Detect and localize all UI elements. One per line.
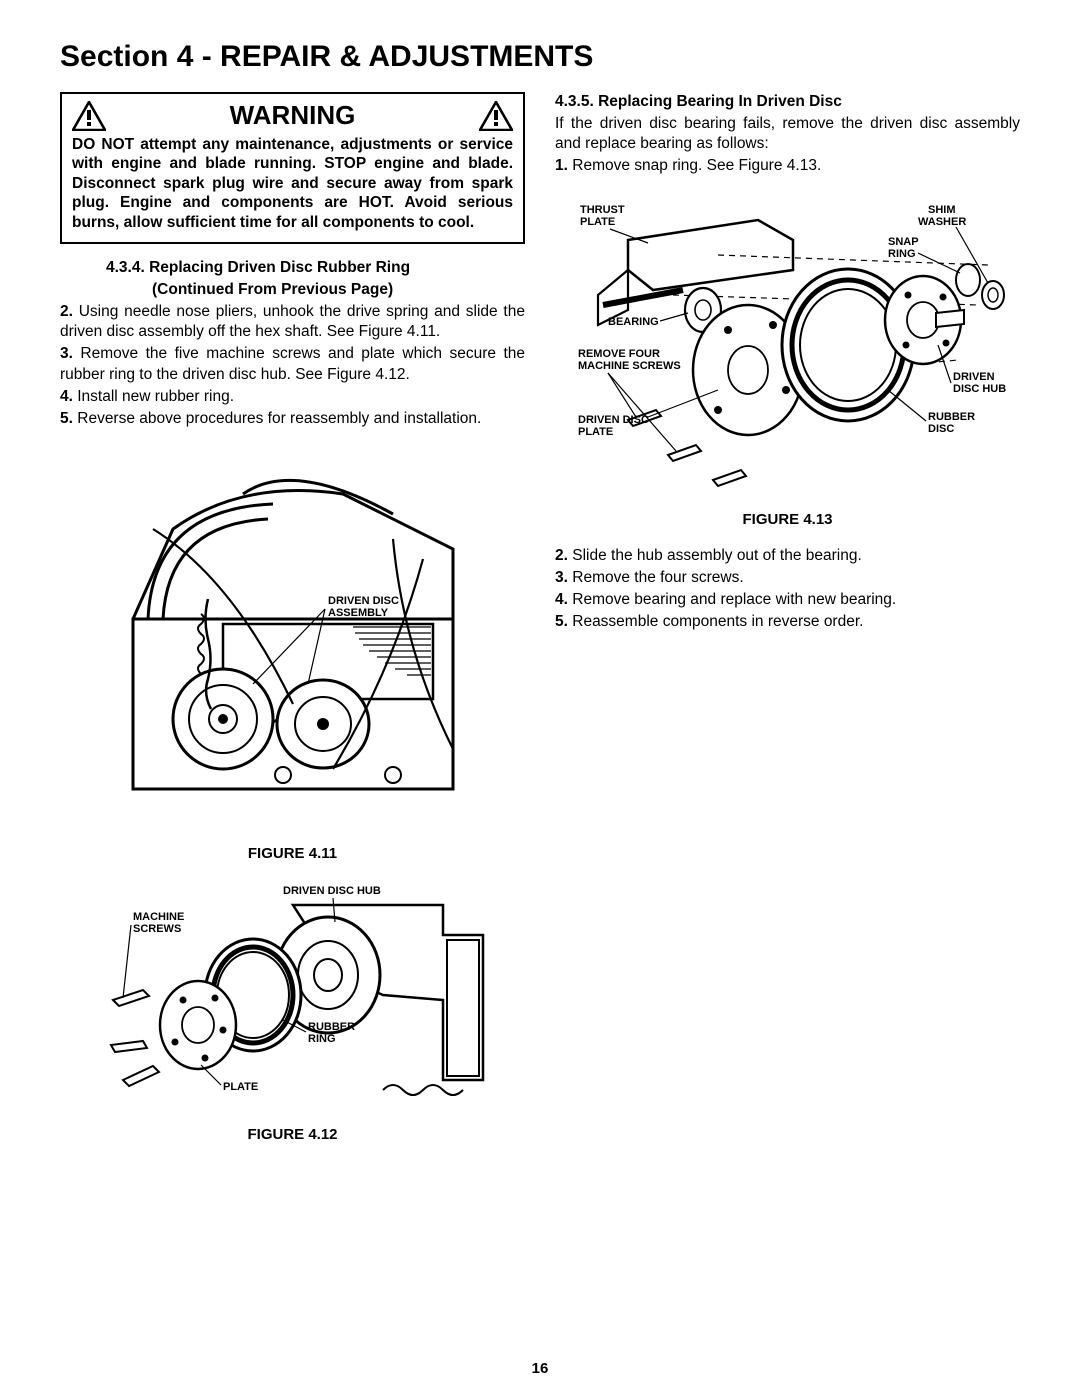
section-434-heading-line1: 4.3.4. Replacing Driven Disc Rubber Ring bbox=[60, 258, 525, 278]
fig413-label-shim-washer-1: SHIM bbox=[928, 204, 956, 216]
two-column-layout: WARNING DO NOT attempt any maintenance, … bbox=[60, 92, 1020, 1161]
figure-411-diagram: DRIVEN DISC ASSEMBLY bbox=[93, 469, 493, 839]
fig413-label-remove-four-2: MACHINE SCREWS bbox=[578, 360, 681, 372]
fig411-label-driven-disc-assembly: DRIVEN DISC bbox=[328, 595, 399, 607]
fig413-label-rubber-disc-2: DISC bbox=[928, 423, 954, 435]
step-text: Remove bearing and replace with new bear… bbox=[572, 591, 896, 608]
warning-header: WARNING bbox=[72, 100, 513, 131]
warning-box: WARNING DO NOT attempt any maintenance, … bbox=[60, 92, 525, 244]
step-435-3: 3. Remove the four screws. bbox=[555, 568, 1020, 588]
warning-heading: WARNING bbox=[106, 100, 479, 131]
figure-411-wrap: DRIVEN DISC ASSEMBLY FIGURE 4.11 bbox=[60, 469, 525, 862]
step-434-4: 4. Install new rubber ring. bbox=[60, 387, 525, 407]
page-title: Section 4 - REPAIR & ADJUSTMENTS bbox=[60, 40, 1020, 74]
fig413-label-thrust-plate-2: PLATE bbox=[580, 216, 615, 228]
step-text: Remove snap ring. See Figure 4.13. bbox=[572, 157, 821, 174]
fig413-label-snap-ring-1: SNAP bbox=[888, 236, 919, 248]
fig412-label-plate: PLATE bbox=[223, 1081, 258, 1093]
section-435-heading: 4.3.5. Replacing Bearing In Driven Disc bbox=[555, 92, 1020, 112]
step-text: Using needle nose pliers, unhook the dri… bbox=[60, 303, 525, 340]
fig413-label-driven-disc-hub-1: DRIVEN bbox=[953, 371, 995, 383]
step-text: Slide the hub assembly out of the bearin… bbox=[572, 547, 862, 564]
fig413-label-thrust-plate-1: THRUST bbox=[580, 204, 625, 216]
fig412-label-rubber-ring-1: RUBBER bbox=[308, 1021, 355, 1033]
fig413-label-bearing: BEARING bbox=[608, 316, 659, 328]
step-text: Remove the four screws. bbox=[572, 569, 743, 586]
step-435-4: 4. Remove bearing and replace with new b… bbox=[555, 590, 1020, 610]
step-435-1: 1. Remove snap ring. See Figure 4.13. bbox=[555, 156, 1020, 176]
step-text: Reassemble components in reverse order. bbox=[572, 613, 863, 630]
page-number: 16 bbox=[0, 1360, 1080, 1377]
section-434-heading-line2: (Continued From Previous Page) bbox=[60, 280, 525, 300]
fig411-label-driven-disc-assembly-2: ASSEMBLY bbox=[328, 607, 389, 619]
fig413-label-driven-disc-plate-2: PLATE bbox=[578, 426, 613, 438]
section-435-intro: If the driven disc bearing fails, remove… bbox=[555, 114, 1020, 154]
step-text: Reverse above procedures for reassembly … bbox=[77, 410, 481, 427]
figure-411-caption: FIGURE 4.11 bbox=[60, 845, 525, 862]
fig412-label-driven-disc-hub: DRIVEN DISC HUB bbox=[283, 885, 381, 897]
fig413-label-shim-washer-2: WASHER bbox=[918, 216, 966, 228]
warning-triangle-icon bbox=[479, 101, 513, 131]
fig413-label-snap-ring-2: RING bbox=[888, 248, 916, 260]
figure-412-diagram: DRIVEN DISC HUB MACHINE SCREWS RUBBER RI… bbox=[83, 880, 503, 1120]
step-text: Remove the five machine screws and plate… bbox=[60, 345, 525, 382]
right-column: 4.3.5. Replacing Bearing In Driven Disc … bbox=[555, 92, 1020, 1161]
figure-412-caption: FIGURE 4.12 bbox=[60, 1126, 525, 1143]
fig413-label-driven-disc-plate-1: DRIVEN DISC bbox=[578, 414, 649, 426]
warning-triangle-icon bbox=[72, 101, 106, 131]
step-434-2: 2. Using needle nose pliers, unhook the … bbox=[60, 302, 525, 342]
step-434-3: 3. Remove the five machine screws and pl… bbox=[60, 344, 525, 384]
left-column: WARNING DO NOT attempt any maintenance, … bbox=[60, 92, 525, 1161]
fig412-label-machine-screws-2: SCREWS bbox=[133, 923, 181, 935]
step-text: Install new rubber ring. bbox=[77, 388, 234, 405]
step-435-2: 2. Slide the hub assembly out of the bea… bbox=[555, 546, 1020, 566]
figure-413-diagram: THRUST PLATE SHIM WASHER SNAP RING BEARI… bbox=[558, 195, 1018, 505]
figure-412-wrap: DRIVEN DISC HUB MACHINE SCREWS RUBBER RI… bbox=[60, 880, 525, 1143]
fig412-label-machine-screws-1: MACHINE bbox=[133, 911, 184, 923]
figure-413-caption: FIGURE 4.13 bbox=[555, 511, 1020, 528]
step-435-5: 5. Reassemble components in reverse orde… bbox=[555, 612, 1020, 632]
warning-body-text: DO NOT attempt any maintenance, adjustme… bbox=[72, 135, 513, 232]
fig413-label-remove-four-1: REMOVE FOUR bbox=[578, 348, 660, 360]
fig413-label-rubber-disc-1: RUBBER bbox=[928, 411, 975, 423]
figure-413-wrap: THRUST PLATE SHIM WASHER SNAP RING BEARI… bbox=[555, 195, 1020, 528]
fig413-label-driven-disc-hub-2: DISC HUB bbox=[953, 383, 1006, 395]
step-434-5: 5. Reverse above procedures for reassemb… bbox=[60, 409, 525, 429]
fig412-label-rubber-ring-2: RING bbox=[308, 1033, 336, 1045]
